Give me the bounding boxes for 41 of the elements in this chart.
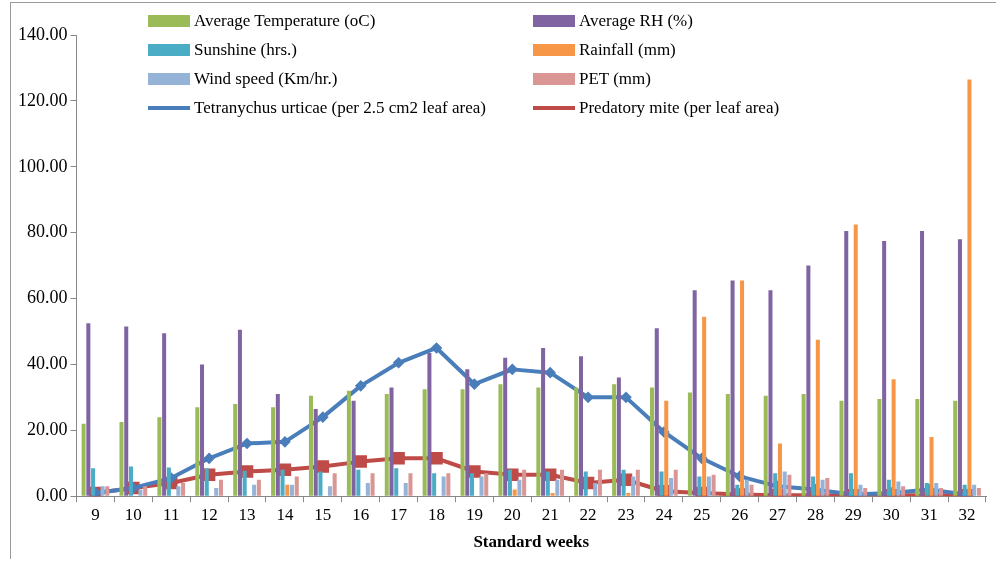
y-tick-label: 0.00 [36,484,68,505]
x-tick-label: 21 [541,504,559,524]
x-tick-label: 30 [882,504,900,524]
x-tick-label: 19 [465,504,483,524]
legend-label: Tetranychus urticae (per 2.5 cm2 leaf area) [194,97,486,118]
legend-label: Average Temperature (oC) [194,10,376,31]
y-tick-label: 100.00 [18,155,68,176]
x-tick-label: 18 [428,504,446,524]
x-tick-label: 16 [352,504,370,524]
legend-label: Average RH (%) [579,10,693,31]
legend-label: Rainfall (mm) [579,39,676,60]
y-tick-label: 140.00 [18,23,68,44]
y-tick-label: 40.00 [27,353,68,374]
x-tick-label: 9 [91,504,100,524]
x-tick-label: 27 [769,504,787,524]
y-tick-label: 20.00 [27,419,68,440]
y-tick-label: 120.00 [18,89,68,110]
x-tick-label: 29 [844,504,862,524]
x-tick-label: 15 [314,504,332,524]
legend-label: PET (mm) [579,68,651,89]
x-tick-label: 17 [390,504,408,524]
x-axis-title: Standard weeks [473,532,590,552]
legend-label: Wind speed (Km/hr.) [194,68,338,89]
y-tick-label: 60.00 [27,287,68,308]
x-tick-label: 14 [276,504,294,524]
x-tick-label: 24 [655,504,673,524]
x-tick-label: 23 [617,504,635,524]
x-tick-label: 20 [503,504,521,524]
x-tick-label: 11 [163,504,180,524]
x-tick-label: 31 [920,504,938,524]
x-tick-label: 13 [238,504,256,524]
x-tick-label: 28 [806,504,824,524]
x-tick-label: 10 [124,504,142,524]
x-tick-label: 26 [731,504,749,524]
legend-label: Sunshine (hrs.) [194,39,297,60]
y-tick-label: 80.00 [27,221,68,242]
x-tick-label: 32 [958,504,976,524]
x-tick-label: 22 [579,504,597,524]
legend-label: Predatory mite (per leaf area) [579,97,780,118]
x-tick-label: 12 [200,504,218,524]
x-tick-label: 25 [693,504,711,524]
